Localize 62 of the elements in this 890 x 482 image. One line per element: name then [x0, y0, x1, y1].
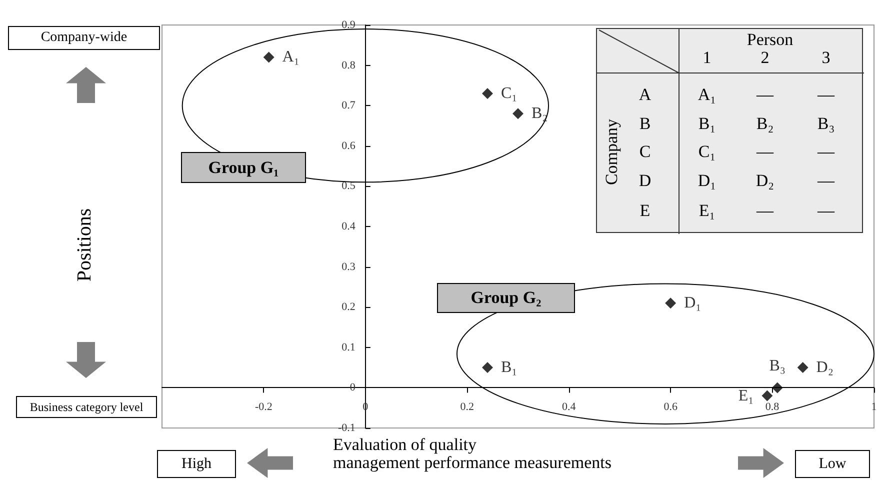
data-label: E₁: [738, 387, 754, 404]
annotation: —: [816, 141, 836, 163]
annotation: —: [755, 141, 775, 163]
annotation: D₂: [754, 170, 776, 192]
data-label: C₁: [500, 85, 518, 102]
point: [482, 362, 493, 374]
annotation: E: [638, 200, 652, 222]
annotation: —: [816, 200, 836, 222]
annotation: 1: [702, 47, 712, 69]
annotation: —: [816, 84, 836, 106]
point: [665, 298, 676, 309]
annotation: B: [639, 114, 651, 133]
data-label: D₁: [684, 294, 702, 312]
y-tick-label: -0.1: [338, 422, 356, 434]
annotation: Company: [602, 118, 622, 186]
y-tick-label: 0.1: [342, 341, 356, 354]
data-label: A₁: [282, 48, 300, 66]
point: [482, 88, 493, 100]
label-box: Low: [795, 450, 870, 478]
annotation: —: [755, 84, 775, 106]
point: [762, 390, 773, 402]
data-label: B₂: [532, 105, 548, 122]
y-axis-title: Positions: [74, 208, 96, 282]
annotation: E₁: [698, 200, 716, 222]
point: [512, 108, 524, 120]
annotation: —: [816, 170, 836, 192]
annotation: —: [755, 200, 775, 222]
annotation: C₁: [697, 141, 717, 163]
x-tick-label: 1: [871, 401, 877, 414]
label-box: Business category level: [16, 396, 157, 418]
x-tick-label: 0.8: [765, 401, 780, 414]
group-label: Group G₂: [437, 283, 575, 313]
annotation: 3: [820, 47, 832, 69]
x-tick-label: 0.6: [664, 401, 678, 414]
x-tick-label: 0.2: [460, 401, 474, 414]
y-tick-label: 0.7: [342, 100, 356, 112]
annotation: D₁: [696, 170, 718, 192]
annotation: B₂: [755, 113, 775, 135]
label-box: High: [157, 450, 236, 478]
point: [797, 362, 808, 374]
y-tick-label: 0.3: [342, 260, 356, 273]
annotation: A: [638, 84, 652, 106]
annotation: A₁: [696, 84, 718, 106]
data-label: B₁: [500, 359, 518, 376]
y-tick-label: 0.6: [342, 140, 356, 152]
annotation: C: [639, 142, 651, 161]
point: [263, 52, 274, 63]
y-tick-label: 0.9: [342, 19, 356, 31]
group-label: Group G₁: [181, 152, 306, 183]
y-tick-label: 0.2: [342, 301, 356, 314]
annotation: B₃: [816, 113, 836, 135]
x-tick-label: 0.4: [562, 401, 576, 414]
annotation: B₁: [697, 113, 717, 135]
point: [772, 382, 783, 394]
x-tick-label: -0.2: [255, 401, 272, 414]
data-label: D₂: [816, 359, 834, 376]
label-box: Company-wide: [8, 26, 160, 50]
x-axis-title: Evaluation of quality management performance measurements: [333, 435, 612, 472]
annotation: D: [638, 171, 652, 190]
data-label: B₃: [769, 358, 786, 375]
y-tick-label: 0.8: [342, 59, 356, 72]
y-tick-label: 0.4: [342, 220, 356, 232]
